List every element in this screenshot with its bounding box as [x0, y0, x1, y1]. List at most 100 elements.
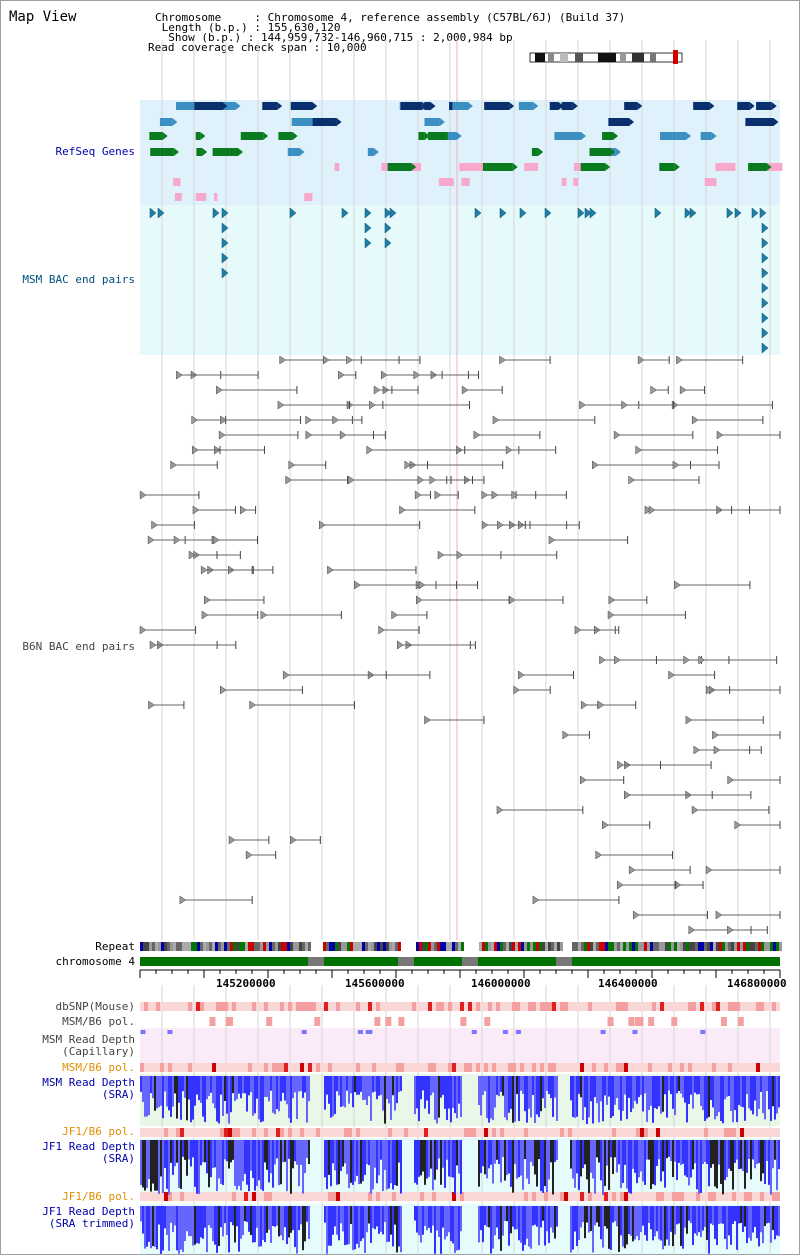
depth-bar [638, 1140, 640, 1178]
depth-bar [232, 1206, 234, 1226]
track-label-jf1-pol-2[interactable]: JF1/B6 pol. [62, 1190, 135, 1203]
repeat-block [185, 942, 188, 951]
depth-bar [328, 1076, 330, 1104]
repeat-block [179, 942, 182, 951]
depth-bar [354, 1206, 356, 1250]
depth-bar [236, 1206, 238, 1227]
depth-bar [456, 1076, 458, 1119]
depth-bar [598, 1076, 600, 1123]
pol-cell [648, 1017, 655, 1026]
pol-cell [504, 1128, 508, 1137]
pol-cell [472, 1128, 476, 1137]
depth-bar [376, 1206, 378, 1227]
depth-bar [248, 1076, 250, 1096]
depth-bar [196, 1206, 198, 1244]
pol-cell [208, 1002, 212, 1011]
track-label-msm-bac[interactable]: MSM BAC end pairs [22, 273, 135, 286]
gene-pink [573, 178, 579, 186]
track-label-msm-depth-sra[interactable]: MSM Read Depth (SRA) [42, 1076, 135, 1101]
pol-cell [644, 1128, 648, 1137]
pol-cell [280, 1063, 284, 1072]
depth-bar [720, 1206, 722, 1224]
depth-bar [738, 1206, 740, 1224]
depth-bar [692, 1076, 694, 1109]
depth-bar [182, 1140, 184, 1157]
depth-bar [762, 1076, 764, 1114]
pol-cell [276, 1063, 280, 1072]
pol-cell [468, 1002, 472, 1011]
pol-cell [612, 1192, 616, 1201]
depth-bar [754, 1076, 756, 1101]
b6n-end [319, 520, 326, 530]
repeat-block [542, 942, 545, 951]
depth-bar [536, 1076, 538, 1115]
track-label-jf1-depth-trim[interactable]: JF1 Read Depth (SRA trimmed) [42, 1205, 135, 1230]
depth-bar [554, 1076, 556, 1098]
pol-cell [440, 1002, 444, 1011]
pol-cell [520, 1192, 524, 1201]
pol-cell [188, 1063, 192, 1072]
repeat-block [530, 942, 533, 951]
gene-arrow [610, 148, 616, 156]
depth-bar [440, 1140, 442, 1185]
pol-cell [320, 1063, 324, 1072]
b6n-end [170, 460, 178, 470]
pol-cell [744, 1192, 748, 1201]
track-label-msm-pol-1[interactable]: MSM/B6 pol. [62, 1015, 135, 1028]
gene-feature [262, 102, 278, 110]
pol-cell [352, 1002, 356, 1011]
depth-bar [668, 1206, 670, 1246]
pol-cell [404, 1128, 408, 1137]
depth-bar [704, 1140, 706, 1162]
pol-cell [440, 1128, 444, 1137]
pol-cell [448, 1002, 452, 1011]
track-label-msm-depth-cap[interactable]: MSM Read Depth (Capillary) [42, 1033, 135, 1058]
depth-bar [284, 1206, 286, 1228]
pol-cell [640, 1192, 644, 1201]
b6n-end [599, 655, 606, 665]
depth-bar [376, 1076, 378, 1100]
depth-bar [482, 1206, 484, 1243]
repeat-block [191, 942, 194, 951]
depth-bar [746, 1206, 748, 1244]
depth-bar [186, 1076, 188, 1121]
msm-bac-end [474, 207, 482, 219]
depth-bar [572, 1140, 574, 1179]
track-label-dbsnp[interactable]: dbSNP(Mouse) [55, 1000, 135, 1013]
pol-cell [192, 1063, 196, 1072]
repeat-block [329, 942, 332, 951]
depth-bar [550, 1140, 552, 1163]
gene-feature [240, 132, 264, 140]
pol-cell [737, 1017, 744, 1026]
depth-bar [656, 1140, 658, 1166]
track-label-b6n-bac[interactable]: B6N BAC end pairs [22, 640, 135, 653]
b6n-end [491, 490, 499, 500]
depth-bar [588, 1076, 590, 1118]
track-label-refseq[interactable]: RefSeq Genes [55, 145, 135, 158]
depth-bar [706, 1076, 708, 1119]
repeat-block [503, 942, 506, 951]
depth-bar [212, 1206, 214, 1242]
gene-arrow [173, 148, 179, 156]
depth-bar [424, 1206, 426, 1226]
depth-bar [770, 1076, 772, 1121]
track-label-jf1-depth-sra[interactable]: JF1 Read Depth (SRA) [42, 1140, 135, 1165]
depth-bar [478, 1206, 480, 1243]
pol-cell [324, 1192, 328, 1201]
gene-arrow [605, 163, 611, 171]
pol-cell [152, 1192, 156, 1201]
depth-bar [760, 1076, 762, 1092]
depth-bar [250, 1076, 252, 1093]
pol-cell [376, 1192, 380, 1201]
depth-bar [776, 1076, 778, 1114]
depth-bar [530, 1140, 532, 1162]
depth-bar [514, 1076, 516, 1122]
track-label-msm-pol-2[interactable]: MSM/B6 pol. [62, 1061, 135, 1074]
pol-cell [708, 1192, 712, 1201]
track-label-jf1-pol-1[interactable]: JF1/B6 pol. [62, 1125, 135, 1138]
pol-cell [225, 1017, 232, 1026]
pol-cell [572, 1128, 576, 1137]
pol-cell [772, 1063, 776, 1072]
depth-bar [732, 1076, 734, 1123]
